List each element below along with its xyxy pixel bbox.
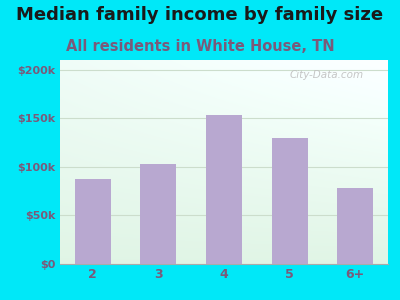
Bar [206,116,242,264]
Bar [140,164,176,264]
Bar [272,138,308,264]
Text: City-Data.com: City-Data.com [290,70,364,80]
Bar [75,179,111,264]
Text: Median family income by family size: Median family income by family size [16,6,384,24]
Text: All residents in White House, TN: All residents in White House, TN [66,39,334,54]
Bar [337,188,373,264]
